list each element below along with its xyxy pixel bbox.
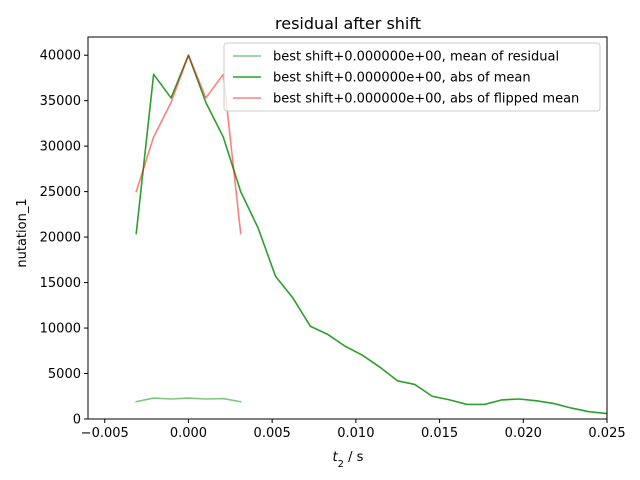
x-tick-label: 0.025 bbox=[588, 426, 625, 441]
legend-label-1: best shift+0.000000e+00, mean of residua… bbox=[273, 50, 559, 65]
series-line-3 bbox=[135, 54, 242, 235]
y-tick-label: 0 bbox=[73, 413, 81, 428]
axes-frame bbox=[87, 36, 608, 420]
x-axis-label-unit: / s bbox=[344, 450, 364, 465]
x-axis-label: t2 / s bbox=[333, 450, 364, 470]
y-tick-label: 5000 bbox=[48, 367, 81, 382]
plot-area bbox=[87, 36, 608, 420]
legend-label-3: best shift+0.000000e+00, abs of flipped … bbox=[273, 92, 579, 107]
y-axis-ticks: 0 5000 10000 15000 20000 25000 30000 35000 40000 bbox=[40, 49, 88, 428]
x-tick-label: 0.005 bbox=[254, 426, 291, 441]
legend: best shift+0.000000e+00, mean of residua… bbox=[223, 42, 601, 112]
y-tick-label: 20000 bbox=[40, 231, 81, 246]
y-tick-label: 25000 bbox=[40, 185, 81, 200]
legend-label-2: best shift+0.000000e+00, abs of mean bbox=[273, 71, 531, 86]
x-axis-label-sub: 2 bbox=[338, 459, 344, 470]
x-axis-ticks: −0.005 0.000 0.005 0.010 0.015 0.020 0.025 bbox=[81, 419, 626, 441]
series-group bbox=[135, 54, 607, 415]
x-axis-label-main: t bbox=[333, 450, 339, 465]
x-tick-label: 0.000 bbox=[170, 426, 207, 441]
chart-title: residual after shift bbox=[275, 14, 421, 33]
x-tick-label: −0.005 bbox=[81, 426, 129, 441]
y-axis-label: nutation_1 bbox=[15, 198, 30, 267]
y-tick-label: 30000 bbox=[40, 140, 81, 155]
y-tick-label: 35000 bbox=[40, 94, 81, 109]
series-line-2 bbox=[135, 54, 607, 415]
x-tick-label: 0.015 bbox=[421, 426, 458, 441]
y-tick-label: 40000 bbox=[40, 49, 81, 64]
x-tick-label: 0.010 bbox=[337, 426, 374, 441]
y-tick-label: 15000 bbox=[40, 276, 81, 291]
y-tick-label: 10000 bbox=[40, 322, 81, 337]
series-line-1 bbox=[135, 397, 242, 403]
x-tick-label: 0.020 bbox=[505, 426, 542, 441]
legend-box bbox=[223, 42, 601, 112]
